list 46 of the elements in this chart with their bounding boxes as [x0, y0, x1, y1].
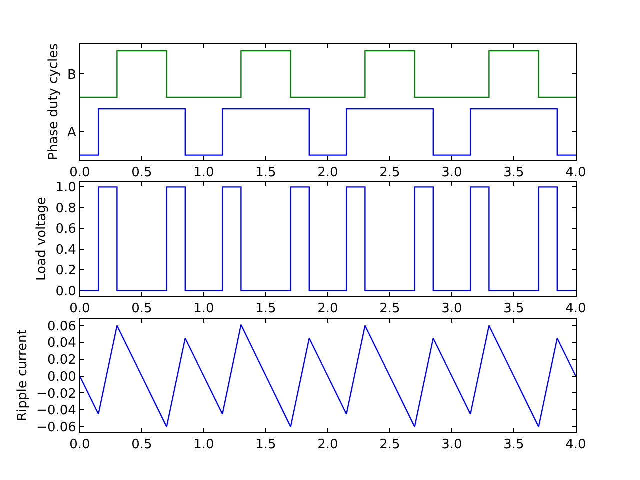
- x-tick-label: 2.5: [380, 438, 400, 453]
- x-tick-label: 0.5: [132, 166, 152, 181]
- x-tick-label: 1.5: [256, 438, 276, 453]
- line-series: [80, 324, 576, 428]
- x-tick-label: 0.0: [70, 302, 90, 317]
- x-tick-label: 2.5: [380, 166, 400, 181]
- x-tick-label: 3.0: [442, 302, 462, 317]
- x-tick-label: 4.0: [566, 166, 586, 181]
- x-tick-label: 3.5: [504, 302, 524, 317]
- x-tick-label: 2.0: [318, 302, 338, 317]
- y-tick-label: 0.2: [56, 264, 76, 279]
- y-tick-label: 1.0: [56, 180, 76, 196]
- y-axis-title: Phase duty cycles: [46, 43, 62, 160]
- x-tick-label: 1.0: [194, 438, 214, 453]
- x-tick-label: 3.0: [442, 438, 462, 453]
- x-tick-label: 0.5: [132, 438, 152, 453]
- x-tick-label: 1.5: [256, 302, 276, 317]
- y-tick-label: 0.0: [56, 284, 76, 300]
- y-tick-label: 0.00: [47, 370, 76, 385]
- y-tick-label: 0.04: [47, 336, 76, 352]
- x-tick-label: 1.0: [194, 302, 214, 317]
- y-tick-label: 0.8: [56, 201, 76, 216]
- x-tick-label: 0.0: [70, 166, 90, 181]
- y-tick-label: −0.04: [36, 404, 76, 419]
- y-axis-title: Ripple current: [16, 330, 31, 422]
- x-tick-label: 4.0: [566, 302, 586, 317]
- x-tick-label: 1.0: [194, 166, 214, 181]
- x-tick-label: 2.0: [318, 166, 338, 181]
- x-tick-label: 1.5: [256, 166, 276, 181]
- x-tick-label: 3.5: [504, 166, 524, 181]
- y-tick-label: 0.06: [47, 319, 76, 334]
- y-tick-label: −0.02: [36, 386, 76, 402]
- x-tick-label: 2.5: [380, 302, 400, 317]
- y-tick-label: 0.02: [47, 353, 76, 368]
- x-tick-label: 0.0: [70, 438, 90, 453]
- y-tick-label: 0.6: [56, 222, 76, 238]
- x-tick-label: 0.5: [132, 302, 152, 317]
- x-tick-label: 3.0: [442, 166, 462, 181]
- x-tick-label: 4.0: [566, 438, 586, 453]
- y-tick-label: 0.4: [56, 242, 76, 258]
- y-tick-label: −0.06: [36, 420, 76, 436]
- y-axis-title: Load voltage: [34, 197, 50, 281]
- x-tick-label: 3.5: [504, 438, 524, 453]
- series-label: A: [67, 126, 76, 141]
- series-label: B: [67, 68, 76, 83]
- x-tick-label: 2.0: [318, 438, 338, 453]
